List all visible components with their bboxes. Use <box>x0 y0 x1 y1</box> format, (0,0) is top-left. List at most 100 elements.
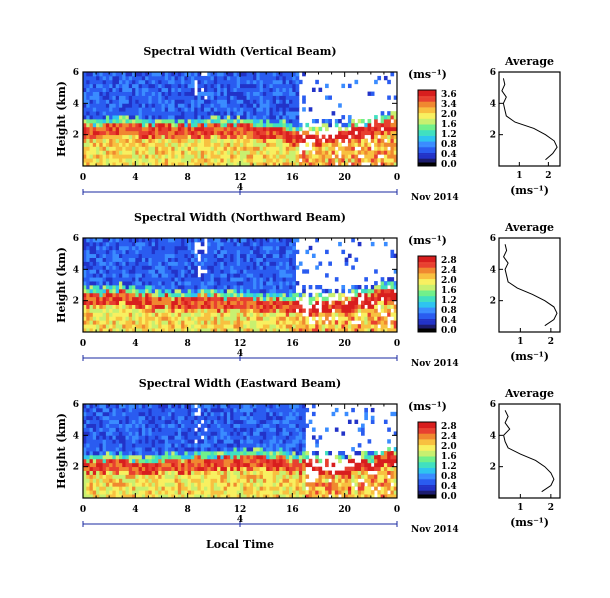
heatmap-cell <box>204 443 208 448</box>
heatmap-cell <box>109 103 113 108</box>
heatmap-cell <box>112 404 117 409</box>
heatmap-cell <box>148 257 153 262</box>
heatmap-cell <box>184 111 189 116</box>
heatmap-cell <box>210 328 215 333</box>
heatmap-cell <box>364 296 368 302</box>
heatmap-cell <box>302 158 306 163</box>
heatmap-cell <box>135 130 139 136</box>
heatmap-cell <box>102 130 107 136</box>
heatmap-cell <box>204 474 208 479</box>
heatmap-cell <box>266 257 270 262</box>
heatmap-cell <box>109 316 113 321</box>
heatmap-cell <box>86 150 90 155</box>
heatmap-cell <box>168 486 172 491</box>
heatmap-cell <box>259 72 264 77</box>
heatmap-cell <box>158 324 162 329</box>
heatmap-cell <box>92 126 97 132</box>
heatmap-cell <box>181 478 185 483</box>
heatmap-cell <box>249 257 254 262</box>
heatmap-cell <box>115 119 120 124</box>
heatmap-cell <box>128 253 133 258</box>
heatmap-cell <box>377 320 382 325</box>
heatmap-cell <box>109 83 113 89</box>
heatmap-cell <box>246 281 251 286</box>
colorbar-segment <box>418 137 436 140</box>
heatmap-cell <box>138 292 143 298</box>
heatmap-cell <box>161 474 166 479</box>
heatmap-cell <box>177 261 182 266</box>
heatmap-cell <box>253 269 257 274</box>
heatmap-cell <box>295 134 300 139</box>
heatmap-cell <box>148 265 153 270</box>
heatmap-cell <box>289 253 293 258</box>
heatmap-cell <box>177 281 182 286</box>
heatmap-cell <box>246 300 251 305</box>
heatmap-cell <box>190 308 195 313</box>
heatmap-cell <box>207 435 211 440</box>
heatmap-cell <box>194 447 198 452</box>
heatmap-cell <box>269 285 274 290</box>
heatmap-cell <box>275 277 280 282</box>
heatmap-cell <box>289 154 293 159</box>
heatmap-cell <box>328 304 332 309</box>
heatmap-cell <box>240 130 244 136</box>
heatmap-cell <box>289 107 293 112</box>
heatmap-cell <box>279 72 283 77</box>
heatmap-cell <box>168 130 172 136</box>
heatmap-cell <box>262 316 267 321</box>
heatmap-cell <box>249 324 254 329</box>
heatmap-cell <box>269 320 274 325</box>
heatmap-cell <box>223 154 228 159</box>
heatmap-cell <box>164 316 169 321</box>
heatmap-cell <box>145 115 149 120</box>
heatmap-cell <box>132 91 136 96</box>
heatmap-cell <box>279 316 283 321</box>
heatmap-cell <box>109 454 113 460</box>
heatmap-cell <box>118 253 123 258</box>
heatmap-cell <box>105 162 110 167</box>
heatmap-cell <box>145 458 149 464</box>
heatmap-cell <box>135 411 139 417</box>
heatmap-cell <box>161 478 166 483</box>
heatmap-cell <box>171 122 175 128</box>
heatmap-cell <box>92 316 97 321</box>
heatmap-cell <box>197 75 202 81</box>
heatmap-cell <box>118 142 123 147</box>
heatmap-cell <box>246 154 251 159</box>
colorbar-segment <box>418 107 436 110</box>
heatmap-cell <box>128 107 133 112</box>
heatmap-cell <box>194 423 198 428</box>
heatmap-cell <box>292 154 296 159</box>
heatmap-cell <box>289 99 293 104</box>
heatmap-cell <box>125 111 130 116</box>
heatmap-cell <box>187 277 192 282</box>
heatmap-cell <box>233 154 238 159</box>
heatmap-cell <box>243 238 247 243</box>
heatmap-cell <box>105 138 110 143</box>
heatmap-cell <box>158 111 162 116</box>
heatmap-cell <box>96 103 100 108</box>
heatmap-cell <box>177 79 182 85</box>
heatmap-cell <box>275 142 280 147</box>
heatmap-cell <box>194 474 198 479</box>
heatmap-cell <box>158 119 162 124</box>
heatmap-cell <box>275 288 280 294</box>
heatmap-cell <box>118 146 123 151</box>
heatmap-cell <box>334 288 339 294</box>
heatmap-cell <box>292 99 296 104</box>
heatmap-cell <box>96 154 100 159</box>
heatmap-cell <box>132 439 136 444</box>
heatmap-cell <box>181 115 185 120</box>
heatmap-cell <box>364 312 368 317</box>
heatmap-cell <box>190 119 195 124</box>
heatmap-cell <box>184 312 189 317</box>
heatmap-cell <box>197 312 202 317</box>
heatmap-cell <box>213 162 218 167</box>
heatmap-cell <box>161 304 166 309</box>
heatmap-cell <box>92 462 97 468</box>
heatmap-cell <box>168 490 172 495</box>
heatmap-cell <box>141 404 146 409</box>
heatmap-cell <box>256 75 261 81</box>
heatmap-cell <box>92 328 97 333</box>
heatmap-cell <box>213 257 218 262</box>
